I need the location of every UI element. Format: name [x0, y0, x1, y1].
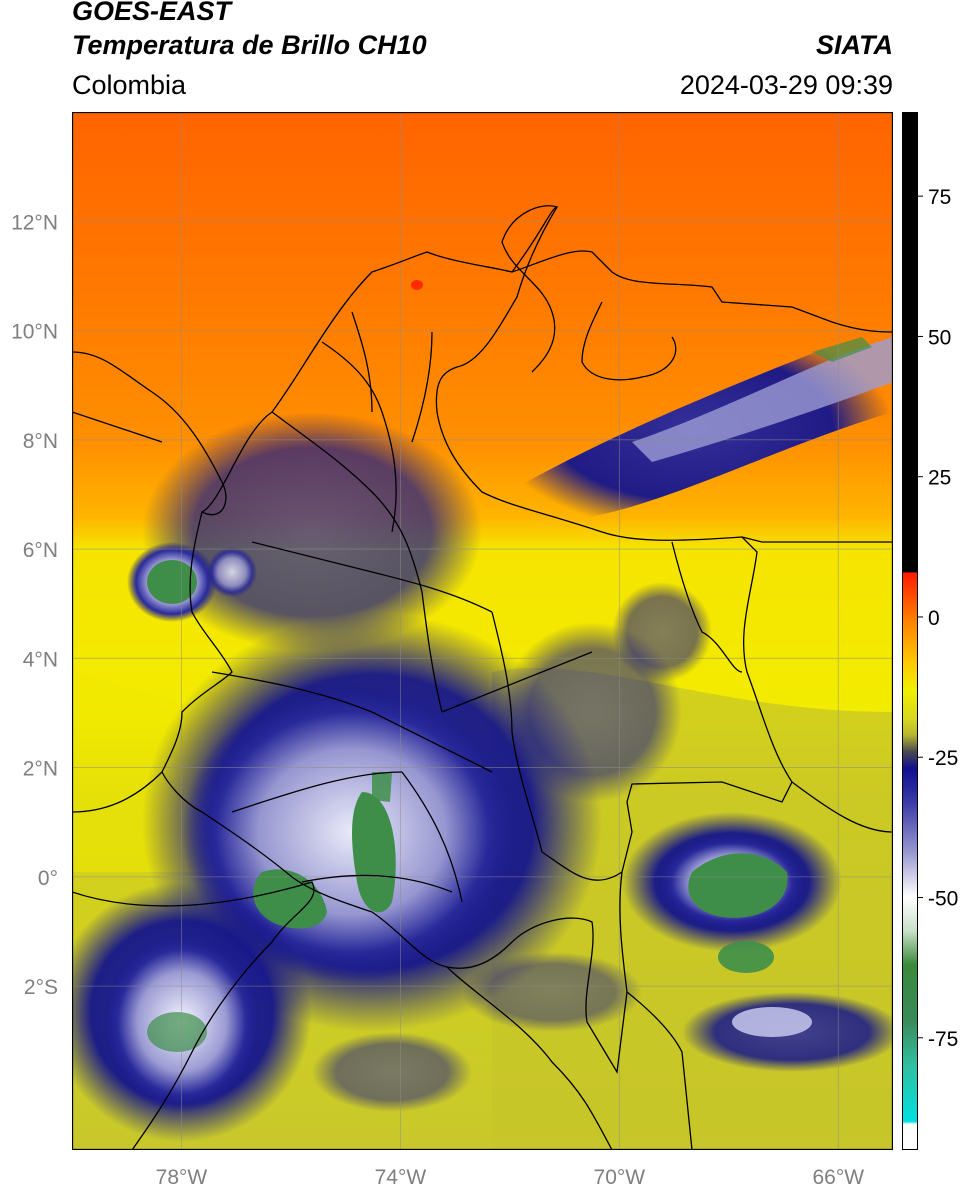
- longitude-tick-label: 70°W: [594, 1166, 646, 1189]
- product-title: Temperatura de Brillo CH10: [72, 30, 427, 60]
- colorbar-tick-label: -25: [928, 747, 958, 770]
- colorbar-tick-label: -50: [928, 888, 958, 911]
- datetime-label: 2024-03-29 09:39: [679, 70, 893, 100]
- longitude-tick-label: 78°W: [156, 1166, 208, 1189]
- longitude-tick-label: 74°W: [375, 1166, 427, 1189]
- colorbar: 75 50 25 0 -25 -50 -75: [902, 112, 958, 1150]
- graticule: [72, 112, 893, 1150]
- colorbar-tick-label: 75: [928, 186, 951, 209]
- latitude-tick-label: 2°N: [23, 758, 58, 781]
- latitude-tick-label: 6°N: [23, 539, 58, 562]
- latitude-tick-label: 0°: [38, 867, 58, 890]
- latitude-tick-label: 4°N: [23, 648, 58, 671]
- organization-label: SIATA: [816, 30, 893, 60]
- country-borders: [72, 205, 893, 1150]
- colorbar-gradient: [902, 112, 918, 1150]
- satellite-name: GOES-EAST: [72, 0, 232, 26]
- colorbar-tick-label: 0: [928, 607, 940, 630]
- latitude-tick-label: 10°N: [11, 321, 58, 344]
- latitude-tick-label: 12°N: [11, 211, 58, 234]
- latitude-tick-label: 2°S: [24, 976, 58, 999]
- map-frame: [72, 112, 893, 1150]
- latitude-tick-label: 8°N: [23, 430, 58, 453]
- colorbar-tick-label: 50: [928, 326, 951, 349]
- colorbar-tick-label: 25: [928, 467, 951, 490]
- colorbar-tick-label: -75: [928, 1028, 958, 1051]
- satellite-map: [72, 112, 893, 1150]
- region-label: Colombia: [72, 70, 187, 100]
- longitude-tick-label: 66°W: [812, 1166, 864, 1189]
